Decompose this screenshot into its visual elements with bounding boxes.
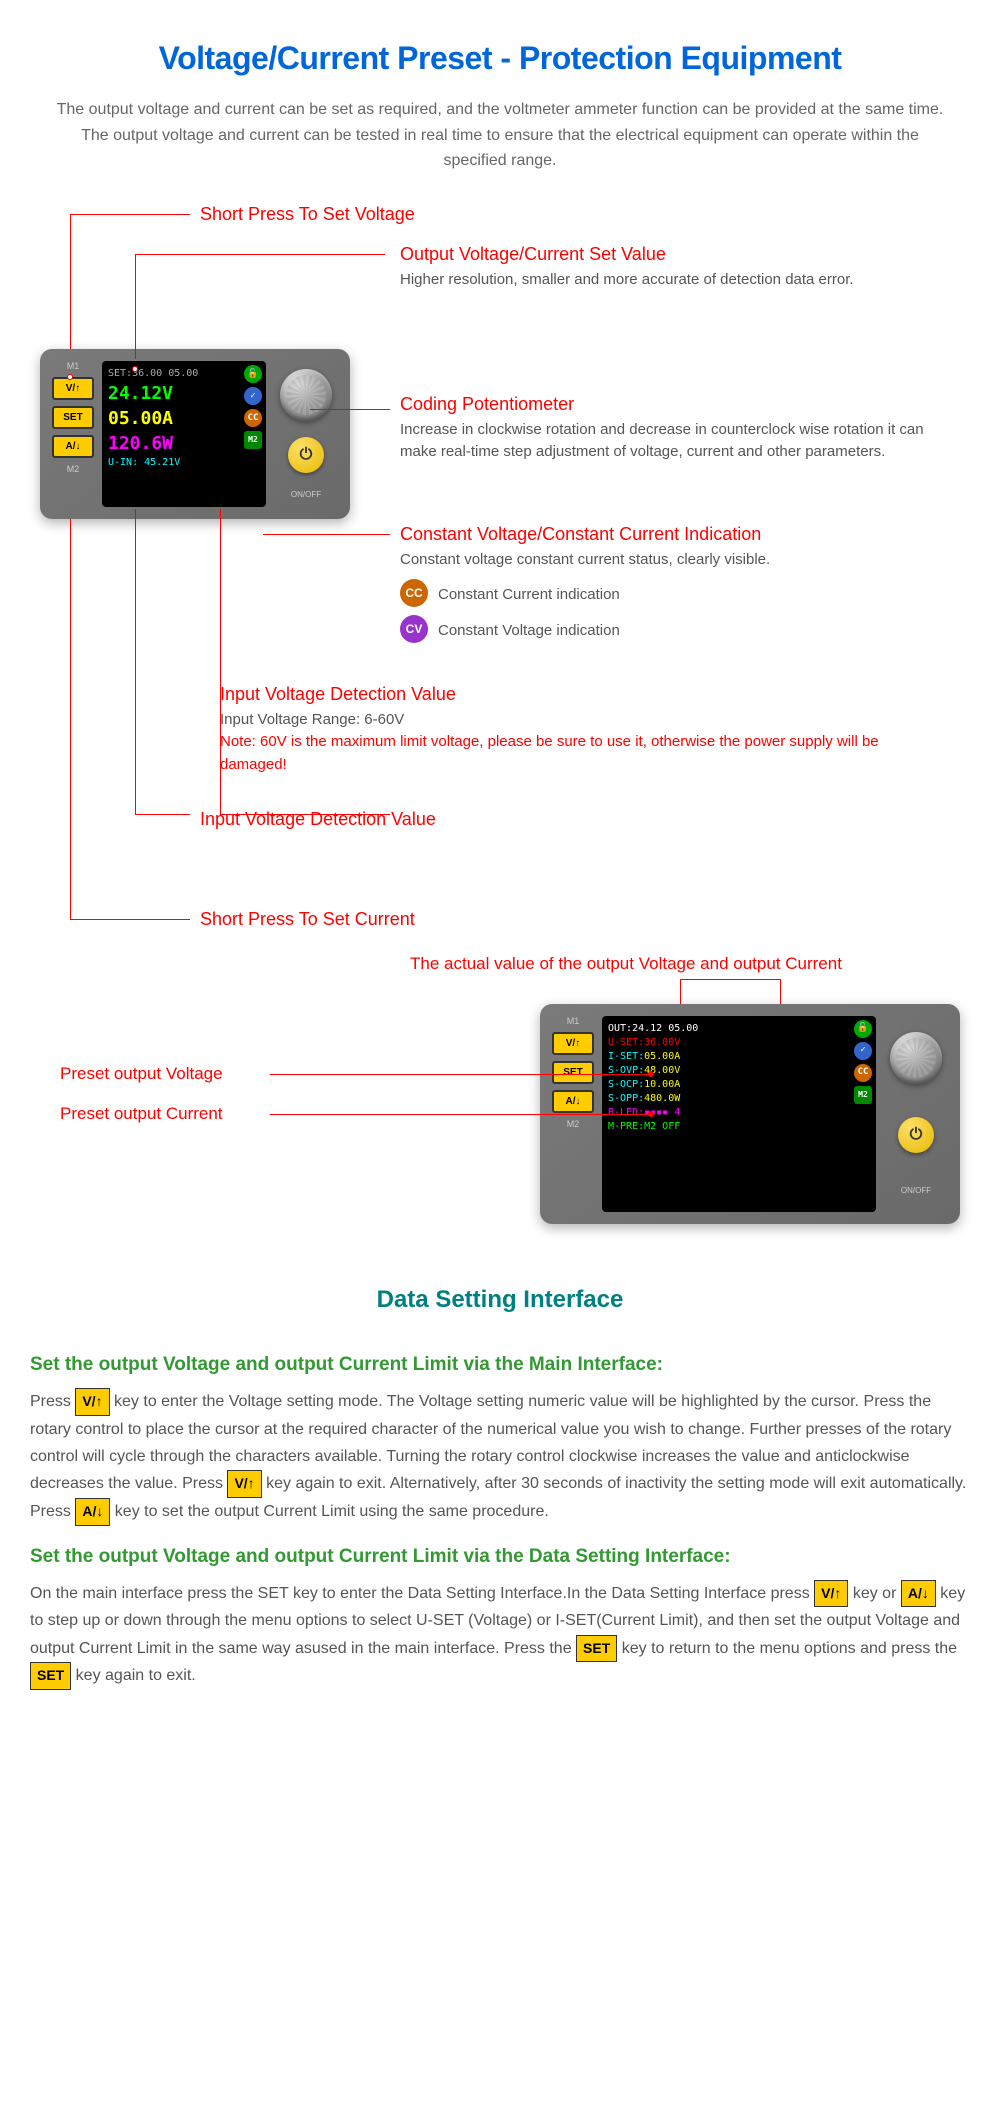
callout-short-press-current: Short Press To Set Current (200, 909, 415, 930)
callout-input-voltage-2: Input Voltage Detection Value (200, 809, 436, 830)
callout-short-press-voltage: Short Press To Set Voltage (200, 204, 415, 225)
section-2-body: On the main interface press the SET key … (30, 1580, 970, 1691)
set-button: SET (52, 406, 94, 429)
device-screen-1: SET:36.00 05.00 24.12V 05.00A 120.6W U-I… (102, 361, 266, 507)
power-button: ⏻ (288, 437, 324, 473)
a-button: A/↓ (52, 435, 94, 458)
callout-output-set: Output Voltage/Current Set Value Higher … (400, 244, 960, 292)
key-set: SET (576, 1635, 617, 1663)
diagram-2: The actual value of the output Voltage a… (30, 954, 970, 1334)
key-a-down-2: A/↓ (901, 1580, 936, 1608)
cc-icon: CC (244, 409, 262, 427)
check-icon: ✓ (244, 387, 262, 405)
section-1-body: Press V/↑ key to enter the Voltage setti… (30, 1388, 970, 1526)
rotary-knob (280, 369, 332, 421)
page-title: Voltage/Current Preset - Protection Equi… (30, 40, 970, 77)
key-v-up: V/↑ (75, 1388, 109, 1416)
callout-actual-value: The actual value of the output Voltage a… (410, 954, 970, 974)
key-v-up-2: V/↑ (227, 1470, 261, 1498)
data-setting-heading: Data Setting Interface (30, 1286, 970, 1314)
callout-preset-current: Preset output Current (60, 1104, 223, 1124)
m1-label: M1 (52, 361, 94, 371)
callout-coding-pot: Coding Potentiometer Increase in clockwi… (400, 394, 960, 464)
m2-icon: M2 (244, 431, 262, 449)
key-v-up-3: V/↑ (814, 1580, 848, 1608)
lock-icon: 🔓 (244, 365, 262, 383)
callout-input-voltage: Input Voltage Detection Value Input Volt… (220, 684, 940, 777)
v-button: V/↑ (52, 377, 94, 400)
cv-badge: CV (400, 615, 428, 643)
diagram-1: M1 V/↑ SET A/↓ M2 SET:36.00 05.00 24.12V… (30, 214, 970, 934)
cc-badge: CC (400, 579, 428, 607)
section-1-heading: Set the output Voltage and output Curren… (30, 1354, 970, 1376)
device-image-1: M1 V/↑ SET A/↓ M2 SET:36.00 05.00 24.12V… (40, 349, 350, 519)
onoff-label: ON/OFF (291, 490, 321, 499)
key-a-down: A/↓ (75, 1498, 110, 1526)
callout-preset-voltage: Preset output Voltage (60, 1064, 223, 1084)
callout-cv-cc: Constant Voltage/Constant Current Indica… (400, 524, 960, 644)
key-set-2: SET (30, 1662, 71, 1690)
m2-label: M2 (52, 464, 94, 474)
subtitle: The output voltage and current can be se… (30, 97, 970, 174)
section-2-heading: Set the output Voltage and output Curren… (30, 1546, 970, 1568)
